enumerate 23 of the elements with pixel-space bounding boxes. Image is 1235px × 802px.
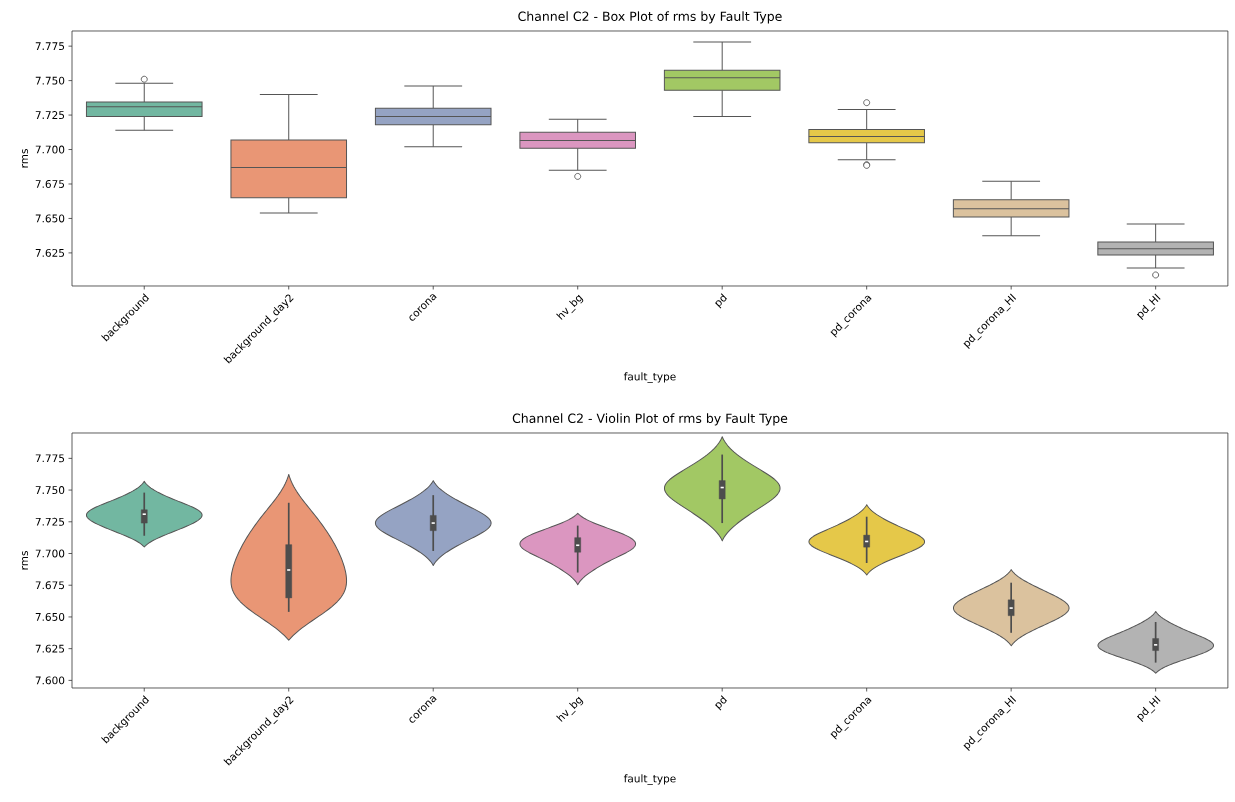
chart-title: Channel C2 - Violin Plot of rms by Fault Type xyxy=(512,413,788,426)
y-tick-label: 7.700 xyxy=(35,549,65,558)
y-tick-label: 7.750 xyxy=(35,76,65,85)
y-tick-label: 7.725 xyxy=(35,517,65,526)
y-axis-title: rms xyxy=(22,149,29,168)
y-tick-label: 7.700 xyxy=(35,145,65,154)
x-tick-label: pd xyxy=(715,293,728,309)
y-tick-label: 7.725 xyxy=(35,111,65,120)
x-axis-title: fault_type xyxy=(623,774,676,785)
x-tick-label: pd xyxy=(715,695,728,711)
y-axis-title: rms xyxy=(22,551,29,570)
y-tick-label: 7.775 xyxy=(35,42,65,51)
y-tick-label: 7.600 xyxy=(35,676,65,685)
y-tick-label: 7.625 xyxy=(35,644,65,653)
y-tick-label: 7.650 xyxy=(35,214,65,223)
y-tick-label: 7.650 xyxy=(35,612,65,621)
y-tick-label: 7.750 xyxy=(35,486,65,495)
chart-title: Channel C2 - Box Plot of rms by Fault Type xyxy=(518,11,782,24)
y-tick-label: 7.775 xyxy=(35,454,65,463)
y-tick-label: 7.675 xyxy=(35,581,65,590)
x-axis-title: fault_type xyxy=(623,372,676,383)
y-tick-label: 7.625 xyxy=(35,248,65,257)
y-tick-label: 7.675 xyxy=(35,180,65,188)
